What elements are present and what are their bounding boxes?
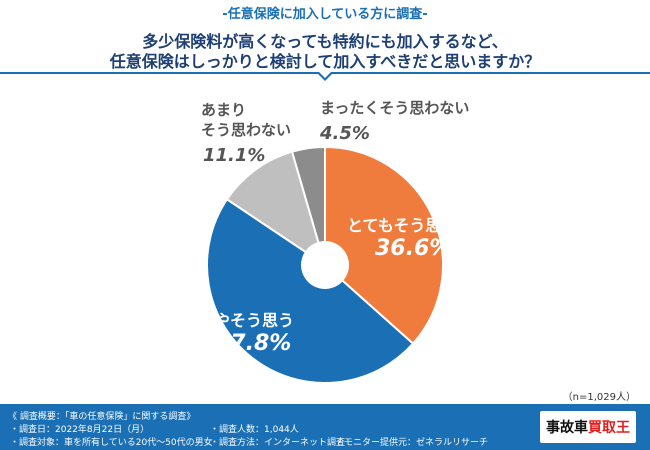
footer-target: ・調査対象：車を所有している20代～50代の男女 (10, 438, 213, 448)
slice-label-very-much: とてもそう思う (347, 216, 458, 235)
footer-method: ・調査方法：インターネット調査 (210, 438, 346, 448)
slice-value-not-at-all: 4.5% (320, 123, 370, 144)
donut-hole (301, 241, 349, 289)
survey-target-label: -任意保険に加入している方に調査- (222, 7, 428, 22)
question-line-1: 多少保険料が高くなっても特約にも加入するなど、 (142, 32, 508, 51)
footer-provider: ・モニター提供元：ゼネラルリサーチ (335, 438, 489, 448)
question-line-2: 任意保険はしっかりと検討して加入すべきだと思いますか？ (109, 52, 541, 71)
pie-slice-not-much (225, 150, 327, 268)
slice-value-somewhat: 47.8% (215, 331, 292, 356)
slice-value-not-much: 11.1% (203, 145, 266, 166)
logo-text-main: 事故車 (546, 420, 588, 436)
pie-slice-very-much (324, 145, 444, 346)
footer-people: ・調査人数：1,044人 (210, 425, 299, 435)
slice-label-not-at-all: まったくそう思わない (320, 99, 470, 117)
pie-slice-somewhat (206, 197, 415, 384)
slice-label-not-much-line2: そう思わない (201, 121, 292, 139)
brand-logo: 事故車 買取王 (540, 411, 636, 443)
footer-title: 《 調査概要：「車の任意保険」に関する調査》 (8, 412, 196, 422)
slice-value-very-much: 36.6% (375, 236, 452, 261)
footer-date: ・調査日：2022年8月22日（月） (10, 425, 150, 435)
slice-label-somewhat: ややそう思う (198, 311, 295, 330)
slice-label-not-much-line1: あまり (201, 101, 247, 119)
question-notch-inner (318, 71, 332, 78)
sample-size-note: （n=1,029人） (562, 392, 636, 403)
pie-slice-not-at-all (290, 145, 326, 266)
logo-text-accent: 買取王 (588, 420, 630, 436)
